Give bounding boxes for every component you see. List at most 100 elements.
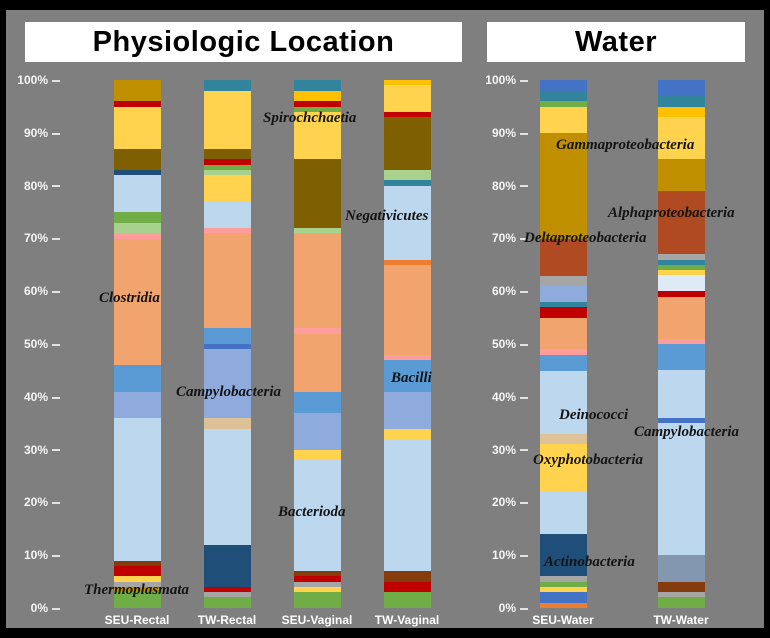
y-tick-label: 50%	[492, 337, 528, 351]
segment-green	[293, 592, 341, 608]
segment-orange	[293, 333, 341, 392]
segment-navy	[203, 544, 251, 587]
segment-periwinkle	[203, 349, 251, 418]
segment-yellow	[539, 444, 587, 492]
segment-medBlue	[539, 592, 587, 603]
segment-wheat	[539, 433, 587, 445]
segment-pink	[203, 227, 251, 234]
segment-lightGreen	[293, 227, 341, 234]
y-tick-label: 50%	[24, 337, 60, 351]
bar-column-tw-rectal: TW-Rectal	[198, 80, 256, 627]
segment-gray	[293, 581, 341, 587]
segment-gray	[203, 592, 251, 598]
segment-medBlue	[539, 80, 587, 91]
segment-green	[539, 101, 587, 107]
segment-gold	[293, 90, 341, 102]
segment-lightBlue	[203, 428, 251, 545]
segment-steelBlue	[203, 328, 251, 345]
segment-gray	[539, 576, 587, 582]
segment-darkRed	[203, 159, 251, 165]
segment-oliveBrown	[113, 148, 161, 170]
bar-column-tw-water: TW-Water	[653, 80, 709, 627]
y-tick-label: 10%	[24, 548, 60, 562]
y-tick-label: 80%	[24, 179, 60, 193]
y-tick-label: 40%	[492, 390, 528, 404]
y-tick-label: 100%	[17, 73, 60, 87]
segment-yellow	[293, 111, 341, 160]
y-tick-label: 70%	[492, 231, 528, 245]
segment-gold	[657, 106, 705, 118]
y-axis-1: 100% 90% 80% 70% 60% 50% 40% 30% 20% 10% 0%	[476, 73, 528, 615]
segment-teal	[293, 80, 341, 91]
segment-orange	[539, 317, 587, 350]
segment-yellow	[657, 270, 705, 276]
segment-lightBlue	[539, 370, 587, 434]
segment-lightGreen	[113, 222, 161, 234]
segment-brown	[293, 571, 341, 577]
segment-orange	[203, 233, 251, 329]
segment-pink	[383, 354, 431, 360]
segment-pink	[657, 338, 705, 345]
segment-yellow	[293, 449, 341, 461]
y-tick-label: 60%	[492, 284, 528, 298]
segment-pink	[539, 349, 587, 355]
segment-darkRed	[293, 101, 341, 107]
stacked-bar	[203, 80, 251, 608]
segment-wheat	[203, 417, 251, 429]
segment-lightBlue	[657, 370, 705, 418]
segment-green	[539, 581, 587, 587]
segment-yellow	[383, 428, 431, 440]
segment-brown	[383, 571, 431, 582]
x-axis-label: SEU-Vaginal	[281, 613, 353, 627]
y-tick-label: 90%	[24, 126, 60, 140]
segment-yellow	[293, 586, 341, 593]
segment-lightBlue	[203, 201, 251, 228]
segment-pink	[293, 328, 341, 334]
segment-gray	[113, 581, 161, 587]
segment-lightBlue	[113, 418, 161, 561]
y-tick-label: 20%	[492, 495, 528, 509]
segment-darkGold	[113, 80, 161, 102]
segment-yellow	[539, 106, 587, 133]
stacked-bar	[383, 80, 431, 608]
segment-yellow	[383, 85, 431, 112]
segment-navy	[539, 534, 587, 577]
segment-orange	[293, 233, 341, 329]
segment-medBlue	[203, 344, 251, 350]
segment-darkRed	[203, 586, 251, 593]
segment-lightBlue	[539, 491, 587, 535]
segment-green	[657, 264, 705, 271]
segment-teal	[383, 180, 431, 186]
segment-yellow	[203, 90, 251, 149]
segment-darkGold	[657, 159, 705, 192]
segment-steelBlue	[293, 391, 341, 413]
segment-orange	[657, 296, 705, 339]
segment-green	[383, 592, 431, 608]
segment-darkGold	[113, 586, 161, 593]
segment-steelBlue	[657, 344, 705, 371]
y-tick-label: 30%	[492, 443, 528, 457]
segment-blueGray	[657, 555, 705, 582]
segment-green	[203, 164, 251, 170]
segment-yellow	[113, 576, 161, 582]
segment-brick	[657, 191, 705, 255]
segment-darkRed	[539, 307, 587, 318]
segment-darkRed	[657, 291, 705, 297]
segment-green	[113, 212, 161, 223]
segment-gold	[383, 80, 431, 86]
segment-teal	[657, 96, 705, 107]
segment-yellow	[657, 117, 705, 160]
y-tick-label: 0%	[31, 601, 60, 615]
bar-column-seu-rectal: SEU-Rectal	[105, 80, 169, 627]
x-axis-label: SEU-Rectal	[104, 613, 170, 627]
segment-green	[113, 592, 161, 608]
segment-oliveBrown	[383, 117, 431, 170]
segment-darkOrange	[383, 259, 431, 265]
segment-yellow	[203, 175, 251, 202]
segment-orange	[383, 264, 431, 355]
x-axis-label: SEU-Water	[532, 613, 594, 627]
segment-yellow	[113, 106, 161, 149]
y-tick-label: 80%	[492, 179, 528, 193]
segment-green	[293, 106, 341, 112]
y-tick-label: 60%	[24, 284, 60, 298]
